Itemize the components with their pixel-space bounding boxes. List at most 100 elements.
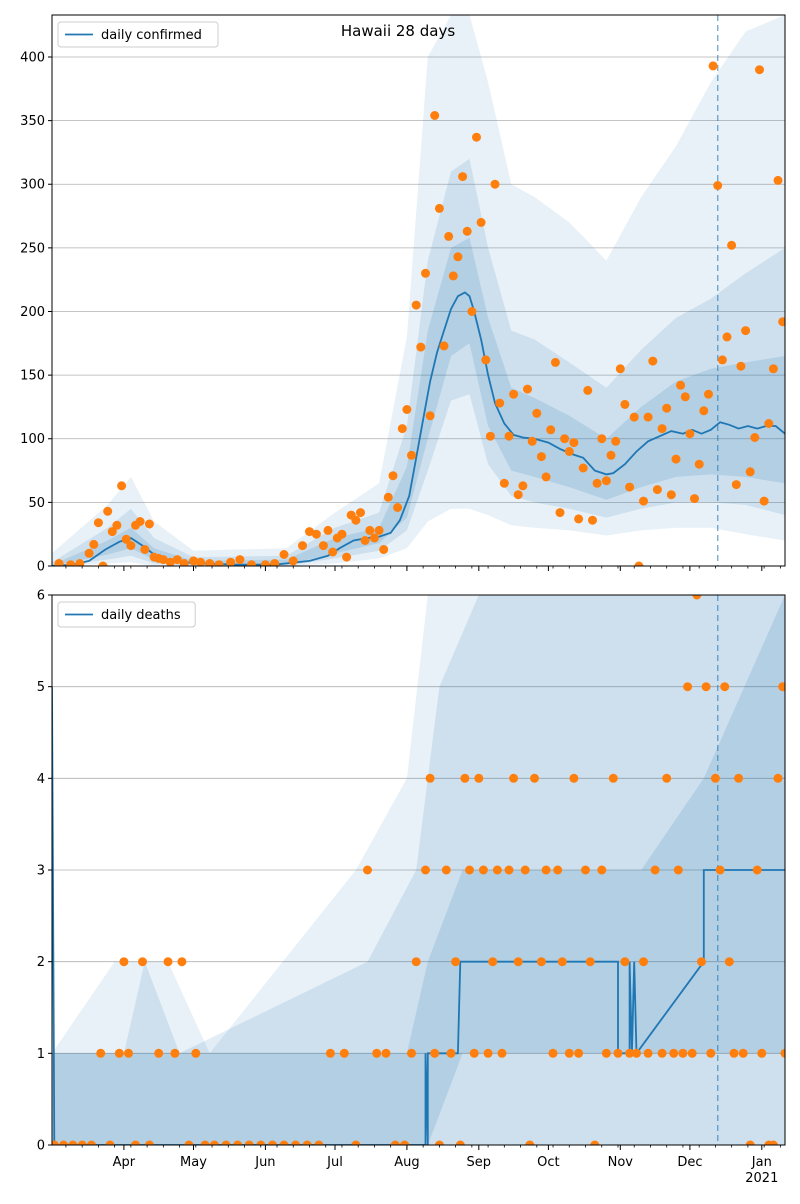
confirmed-observed-point bbox=[495, 398, 505, 408]
confirmed-band-outer bbox=[52, 15, 785, 566]
confirmed-panel: 0 50 100 150 200 250 300 350 400 daily confirmed bbox=[20, 14, 786, 575]
confirmed-observed-point bbox=[93, 518, 103, 528]
deaths-observed-point bbox=[363, 865, 372, 875]
confirmed-observed-point bbox=[546, 425, 556, 435]
deaths-observed-point bbox=[488, 957, 498, 967]
confirmed-observed-point bbox=[383, 492, 393, 502]
deaths-observed-point bbox=[724, 957, 734, 967]
deaths-observed-point bbox=[221, 1140, 231, 1145]
deaths-y-tick-label: 6 bbox=[37, 589, 45, 604]
confirmed-observed-point bbox=[260, 560, 270, 566]
deaths-observed-point bbox=[191, 1048, 201, 1058]
confirmed-observed-point bbox=[369, 533, 379, 543]
deaths-observed-point bbox=[706, 1048, 716, 1058]
deaths-observed-point bbox=[59, 1140, 69, 1145]
confirmed-observed-point bbox=[205, 559, 215, 566]
confirmed-observed-point bbox=[481, 355, 491, 365]
confirmed-observed-point bbox=[189, 556, 198, 566]
confirmed-observed-point bbox=[625, 482, 635, 492]
deaths-x-tick-label: Jan bbox=[751, 1155, 772, 1170]
confirmed-observed-point bbox=[214, 560, 224, 566]
deaths-observed-point bbox=[729, 1048, 739, 1058]
confirmed-observed-point bbox=[764, 419, 774, 428]
confirmed-observed-point bbox=[699, 406, 709, 416]
confirmed-observed-point bbox=[578, 463, 588, 473]
deaths-observed-point bbox=[541, 865, 551, 875]
deaths-model-line bbox=[52, 686, 785, 1145]
deaths-y-tick-label: 0 bbox=[37, 1139, 45, 1154]
deaths-observed-point bbox=[77, 1140, 87, 1145]
confirmed-observed-point bbox=[360, 536, 370, 545]
confirmed-observed-point bbox=[172, 555, 182, 565]
deaths-observed-point bbox=[455, 1140, 465, 1145]
confirmed-axes-frame bbox=[51, 14, 786, 567]
confirmed-observed-point bbox=[421, 268, 430, 278]
confirmed-observed-point bbox=[694, 459, 704, 469]
confirmed-observed-point bbox=[499, 478, 509, 488]
deaths-x-tick-label: Oct bbox=[537, 1155, 559, 1170]
confirmed-observed-point bbox=[54, 559, 64, 566]
confirmed-y-tick-label: 0 bbox=[37, 560, 45, 575]
deaths-observed-point bbox=[492, 865, 502, 875]
confirmed-observed-point bbox=[722, 332, 732, 342]
confirmed-observed-point bbox=[448, 271, 458, 281]
deaths-observed-point bbox=[720, 682, 730, 692]
deaths-observed-point bbox=[144, 1140, 154, 1145]
deaths-band-mid bbox=[52, 595, 785, 1145]
deaths-x-tick-label: Jul bbox=[326, 1155, 343, 1170]
deaths-observed-point bbox=[381, 1048, 391, 1058]
confirmed-observed-point bbox=[768, 364, 778, 374]
confirmed-observed-point bbox=[676, 380, 686, 390]
deaths-observed-point bbox=[752, 865, 762, 875]
confirmed-legend-label: daily confirmed bbox=[101, 28, 202, 43]
confirmed-observed-point bbox=[657, 424, 667, 434]
confirmed-observed-point bbox=[560, 434, 570, 444]
deaths-observed-point bbox=[710, 773, 720, 783]
deaths-observed-point bbox=[601, 1048, 611, 1058]
confirmed-observed-point bbox=[504, 431, 514, 441]
confirmed-y-tick-label: 350 bbox=[20, 114, 45, 129]
confirmed-observed-point bbox=[112, 520, 122, 530]
confirmed-observed-point bbox=[298, 541, 307, 551]
confirmed-observed-point bbox=[736, 361, 746, 371]
deaths-observed-point bbox=[639, 957, 648, 967]
deaths-observed-point bbox=[697, 957, 706, 967]
confirmed-observed-point bbox=[745, 467, 755, 477]
deaths-observed-point bbox=[557, 957, 567, 967]
confirmed-observed-point bbox=[727, 240, 737, 250]
deaths-observed-point bbox=[768, 1140, 778, 1145]
deaths-observed-point bbox=[757, 1048, 767, 1058]
confirmed-observed-point bbox=[444, 231, 454, 241]
confirmed-observed-point bbox=[365, 525, 375, 535]
deaths-observed-point bbox=[372, 1048, 382, 1058]
confirmed-observed-point bbox=[379, 545, 389, 554]
confirmed-y-tick-label: 400 bbox=[20, 50, 45, 65]
confirmed-observed-point bbox=[165, 557, 175, 566]
confirmed-observed-point bbox=[144, 519, 154, 529]
deaths-observed-point bbox=[119, 957, 129, 967]
deaths-observed-point bbox=[177, 957, 187, 967]
deaths-observed-point bbox=[734, 773, 744, 783]
confirmed-y-tick-label: 300 bbox=[20, 178, 45, 193]
deaths-observed-point bbox=[291, 1140, 301, 1145]
deaths-legend-box bbox=[57, 601, 196, 628]
confirmed-observed-point bbox=[704, 389, 713, 399]
confirmed-y-tick-label: 250 bbox=[20, 241, 45, 256]
deaths-observed-point bbox=[773, 773, 783, 783]
confirmed-observed-point bbox=[117, 481, 127, 491]
confirmed-y-tick-label: 200 bbox=[20, 305, 45, 320]
deaths-observed-point bbox=[574, 1048, 584, 1058]
confirmed-observed-point bbox=[288, 556, 298, 566]
confirmed-observed-point bbox=[416, 342, 426, 352]
deaths-observed-point bbox=[163, 957, 173, 967]
confirmed-observed-point bbox=[103, 506, 113, 516]
deaths-observed-point bbox=[738, 1048, 748, 1058]
confirmed-observed-point bbox=[328, 547, 338, 557]
deaths-observed-point bbox=[351, 1140, 361, 1145]
deaths-observed-point bbox=[114, 1048, 124, 1058]
deaths-observed-point bbox=[643, 1048, 653, 1058]
confirmed-observed-point bbox=[536, 452, 546, 462]
deaths-plot-area bbox=[52, 595, 785, 1145]
deaths-observed-point bbox=[407, 1048, 416, 1058]
confirmed-y-tick-label: 50 bbox=[28, 496, 45, 511]
